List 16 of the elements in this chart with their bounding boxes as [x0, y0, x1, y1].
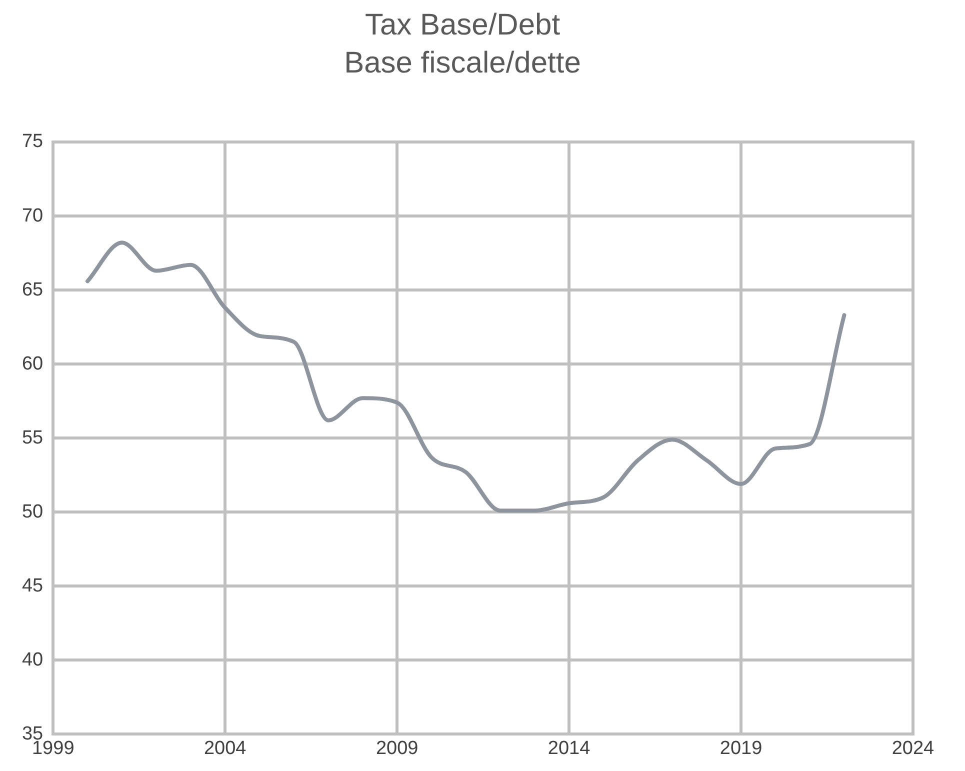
y-tick-label: 55	[22, 427, 44, 448]
x-tick-label: 2024	[892, 738, 935, 759]
chart-title: Tax Base/Debt	[364, 8, 561, 42]
y-tick-label: 40	[22, 649, 44, 670]
y-tick-label: 70	[22, 205, 44, 226]
y-tick-label: 65	[22, 279, 44, 300]
x-tick-label: 2014	[548, 738, 591, 759]
line-series	[86, 240, 846, 513]
y-tick-label: 50	[22, 501, 44, 522]
y-tick-label: 60	[22, 353, 44, 374]
x-tick-label: 2009	[376, 738, 418, 759]
y-tick-label: 45	[22, 575, 44, 596]
y-tick-label: 75	[22, 131, 44, 152]
x-tick-label: 2019	[720, 738, 762, 759]
chart-subtitle: Base fiscale/dette	[344, 46, 581, 80]
x-tick-label: 2004	[204, 738, 247, 759]
